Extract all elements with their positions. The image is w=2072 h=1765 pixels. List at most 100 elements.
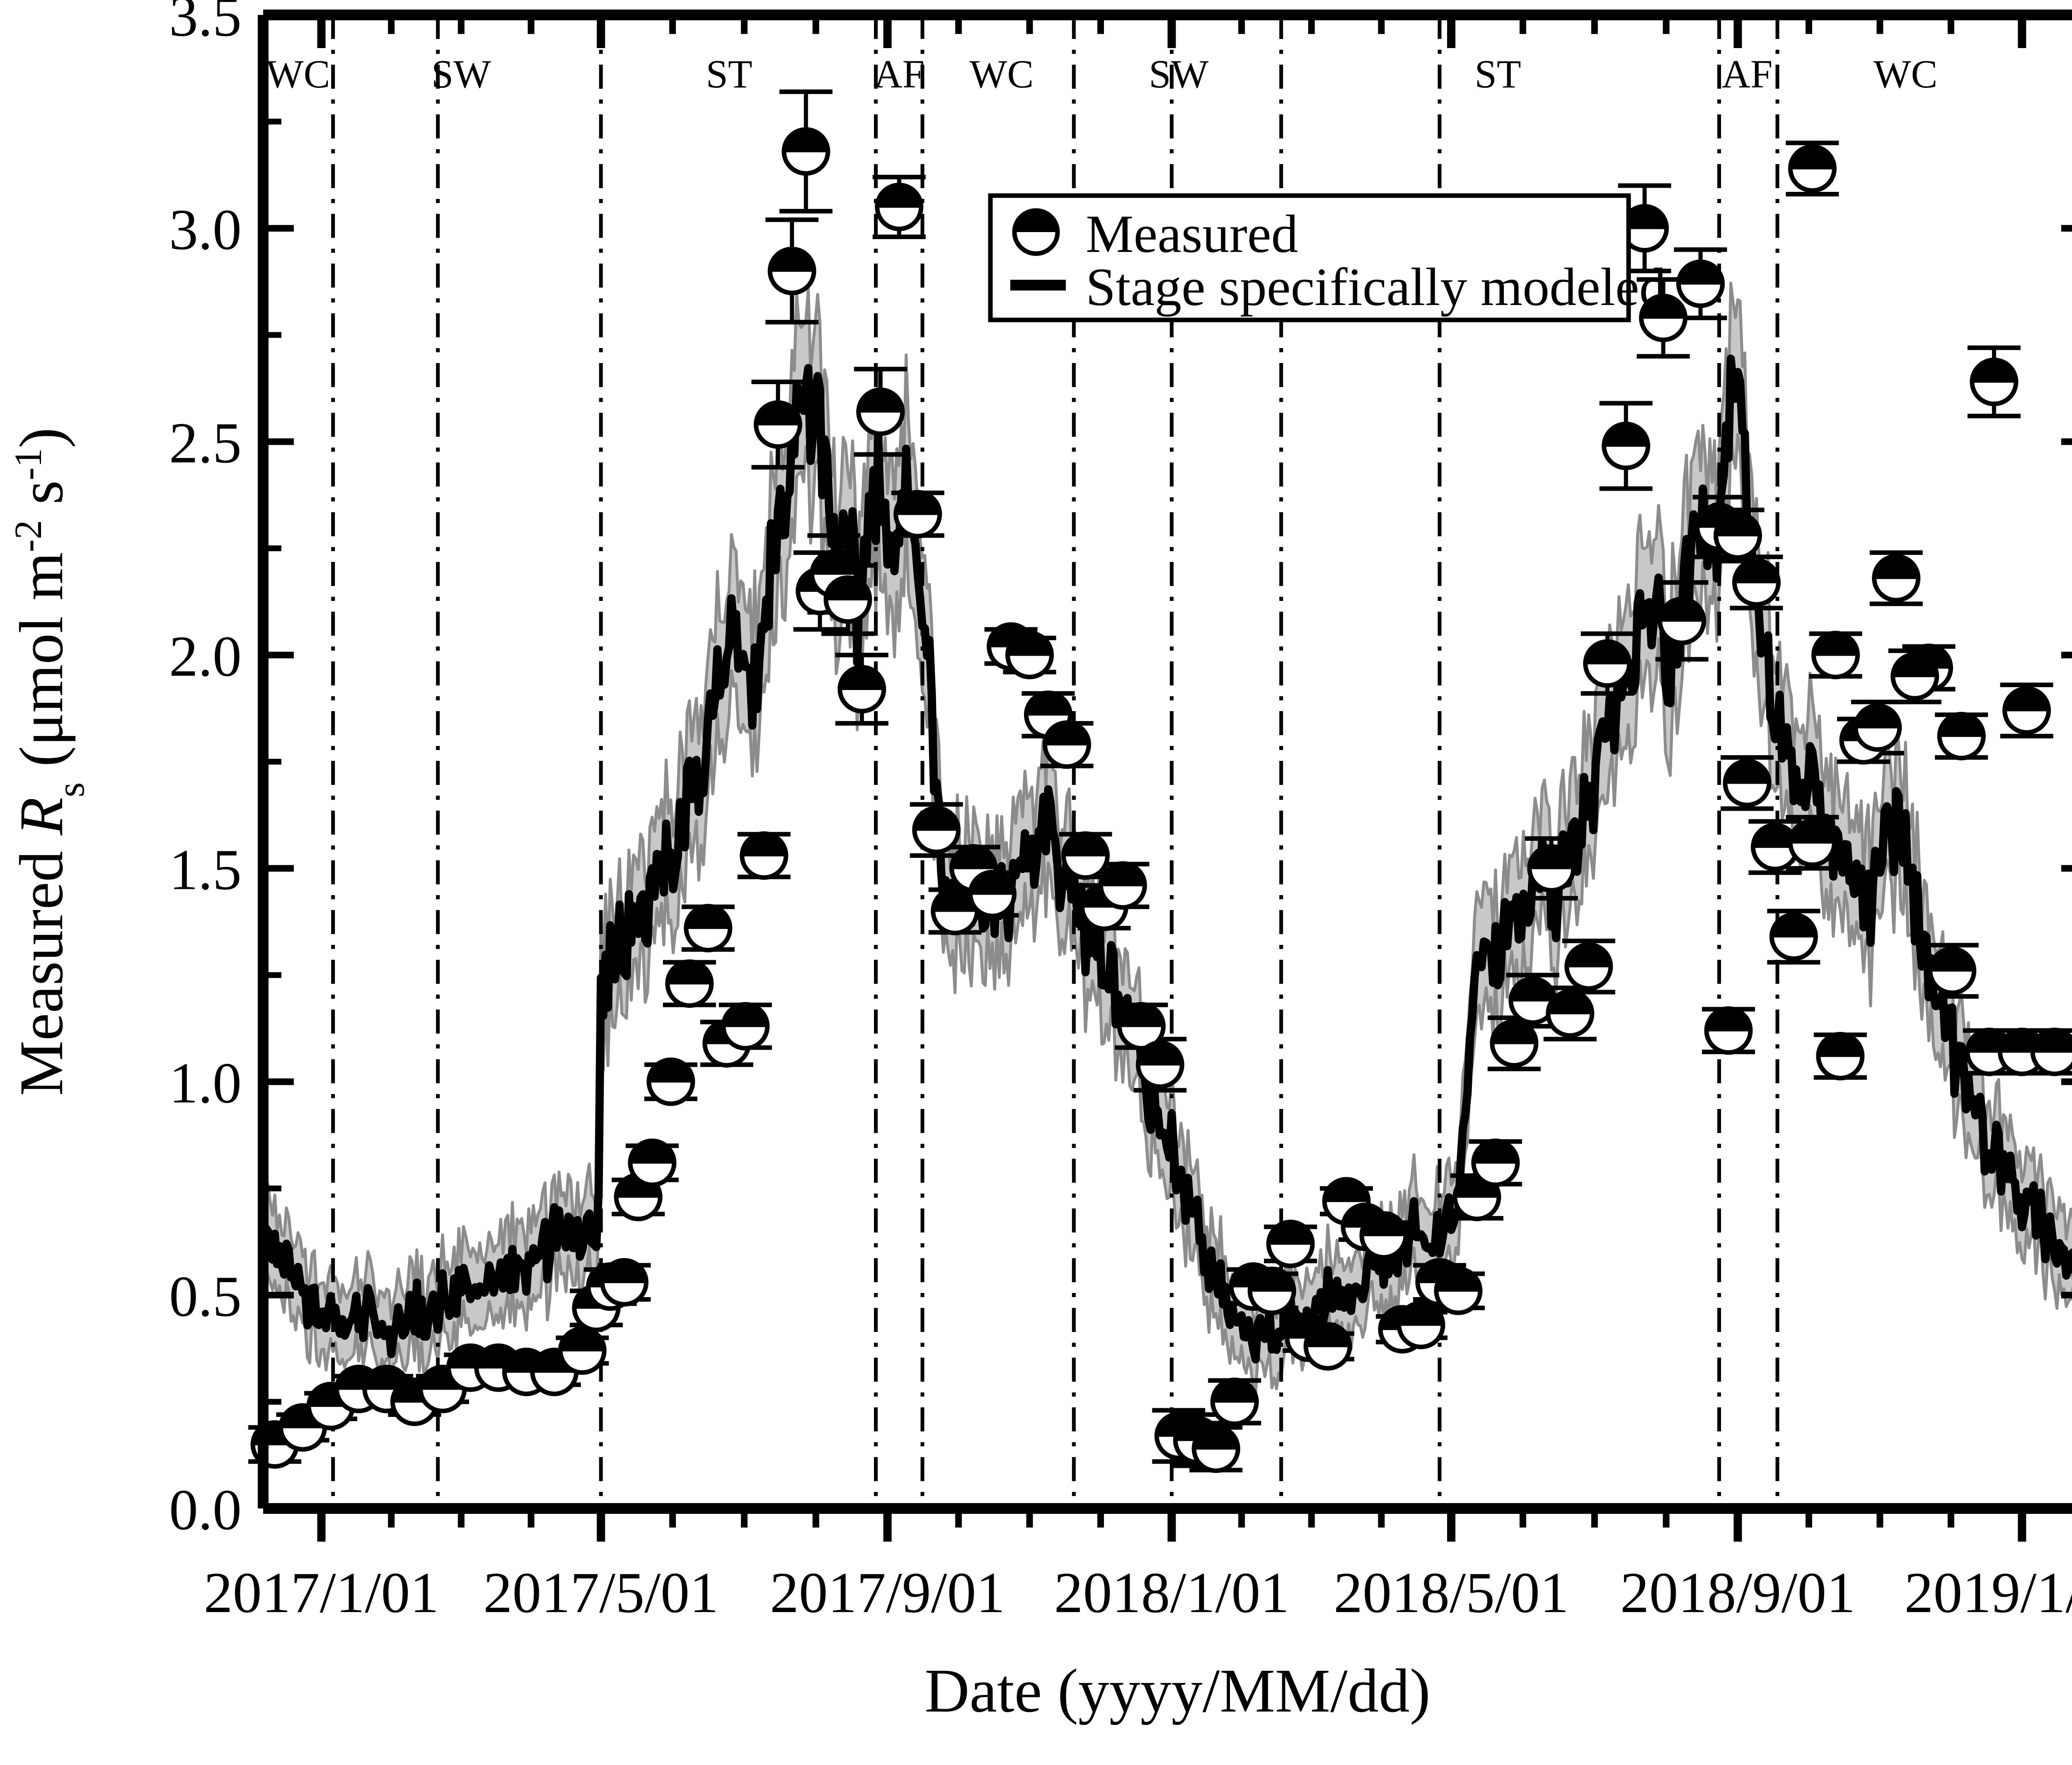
data-point-marker xyxy=(1788,818,1837,867)
stage-label: AF xyxy=(874,52,925,96)
data-point-marker xyxy=(1397,1300,1445,1349)
data-point-marker xyxy=(1266,1220,1315,1269)
data-point-marker xyxy=(1434,1266,1483,1315)
data-point-marker xyxy=(1210,1378,1259,1426)
legend-marker-measured xyxy=(1012,208,1060,256)
data-point-marker xyxy=(1937,712,1986,760)
data-point-marker xyxy=(1639,293,1688,342)
data-point-marker xyxy=(1042,720,1091,769)
data-point-marker xyxy=(912,806,961,855)
data-point-marker xyxy=(1928,947,1977,995)
data-point-marker xyxy=(1816,1032,1865,1081)
stage-labels: WC SW ST AF WC SW ST AF WC xyxy=(266,52,1938,96)
data-point-marker xyxy=(1714,511,1762,560)
data-point-marker xyxy=(1723,758,1772,807)
left-axis-title: Measured Rs (μmol m-2 s-1) xyxy=(7,428,92,1096)
data-point-marker xyxy=(1853,703,1902,752)
stage-label: ST xyxy=(1474,52,1521,96)
data-point-marker xyxy=(628,1138,677,1187)
x-axis-tick-label: 2019/1/01 xyxy=(1904,1561,2072,1625)
modeled-line-series xyxy=(259,354,2072,1364)
x-axis-tick-label: 2018/1/01 xyxy=(1054,1561,1290,1625)
data-point-marker xyxy=(1247,1266,1296,1315)
data-point-marker xyxy=(1788,144,1837,193)
data-point-marker xyxy=(767,247,816,295)
data-point-marker xyxy=(1602,421,1651,470)
data-point-marker xyxy=(1769,912,1818,961)
data-point-marker xyxy=(893,490,942,539)
measured-data-points xyxy=(250,127,2072,1473)
data-point-marker xyxy=(823,575,872,624)
data-point-marker xyxy=(1005,631,1054,680)
data-point-marker xyxy=(1620,204,1669,253)
stage-label: AF xyxy=(1722,52,1773,96)
y-axis-tick-label: 1.5 xyxy=(169,838,242,902)
data-point-marker xyxy=(1970,358,2019,407)
stage-label: WC xyxy=(970,52,1034,96)
axis-ticks xyxy=(263,12,2072,1542)
legend-label-modeled: Stage specifically modeled xyxy=(1086,257,1666,317)
legend-label-measured: Measured xyxy=(1086,204,1298,264)
data-point-marker xyxy=(856,387,905,436)
data-point-marker xyxy=(1135,1040,1184,1089)
data-point-marker xyxy=(1117,1002,1166,1051)
stage-label: ST xyxy=(706,52,752,96)
data-point-marker xyxy=(1303,1322,1352,1371)
data-point-marker xyxy=(931,886,980,935)
data-point-marker xyxy=(1583,639,1632,688)
axis-tick-labels: 0.00.51.01.52.02.53.03.50.00.51.01.52.02… xyxy=(169,0,2072,1625)
y-axis-tick-label: 0.0 xyxy=(169,1478,242,1542)
data-point-marker xyxy=(1704,1006,1753,1055)
data-point-marker xyxy=(740,831,789,880)
stage-label: SW xyxy=(1149,52,1208,96)
data-point-marker xyxy=(838,665,886,714)
data-point-marker xyxy=(1061,831,1110,880)
data-point-marker xyxy=(968,869,1017,918)
x-axis-title: Date (yyyy/MM/dd) xyxy=(925,1656,1431,1725)
data-point-marker xyxy=(1872,554,1921,603)
data-point-marker xyxy=(1508,976,1557,1025)
data-point-marker xyxy=(1658,596,1706,645)
stage-label: WC xyxy=(1874,52,1938,96)
data-point-marker xyxy=(665,959,714,1008)
data-point-marker xyxy=(1890,652,1939,701)
data-point-marker xyxy=(1359,1211,1408,1260)
y-axis-tick-label: 2.5 xyxy=(169,411,242,475)
axis-titles: Measured Rs (μmol m-2 s-1)Modeled Rs (μm… xyxy=(7,428,1431,1725)
data-point-marker xyxy=(753,400,802,449)
data-point-marker xyxy=(684,904,733,953)
data-point-marker xyxy=(1546,989,1595,1038)
data-point-marker xyxy=(1564,942,1613,991)
data-point-marker xyxy=(875,182,924,231)
data-point-marker xyxy=(600,1258,649,1307)
x-axis-tick-label: 2017/1/01 xyxy=(204,1561,439,1625)
y-axis-tick-label: 3.0 xyxy=(169,198,242,262)
y-axis-tick-label: 2.0 xyxy=(169,625,242,689)
data-point-marker xyxy=(558,1326,607,1375)
data-point-marker xyxy=(1750,823,1799,872)
y-axis-tick-label: 3.5 xyxy=(169,0,242,48)
data-point-marker xyxy=(2030,1027,2072,1076)
data-point-marker xyxy=(1490,1019,1539,1068)
data-point-marker xyxy=(1191,1424,1240,1473)
y-axis-tick-label: 1.0 xyxy=(169,1051,242,1115)
data-point-marker xyxy=(721,1002,770,1051)
data-point-marker xyxy=(646,1057,695,1106)
data-point-marker xyxy=(1098,861,1147,910)
data-point-marker xyxy=(782,127,830,176)
x-axis-tick-label: 2017/5/01 xyxy=(483,1561,719,1625)
x-axis-tick-label: 2017/9/01 xyxy=(770,1561,1005,1625)
data-point-marker xyxy=(1527,844,1576,893)
data-point-marker xyxy=(1732,558,1781,607)
stage-label: WC xyxy=(266,52,330,96)
x-axis-tick-label: 2018/5/01 xyxy=(1334,1561,1569,1625)
legend-box xyxy=(988,193,1631,322)
data-point-marker xyxy=(2002,686,2051,735)
data-point-marker xyxy=(1811,631,1860,680)
y-axis-tick-label: 0.5 xyxy=(169,1264,242,1329)
data-point-marker xyxy=(1471,1138,1520,1187)
stage-label: SW xyxy=(431,52,491,96)
x-axis-tick-label: 2018/9/01 xyxy=(1620,1561,1856,1625)
